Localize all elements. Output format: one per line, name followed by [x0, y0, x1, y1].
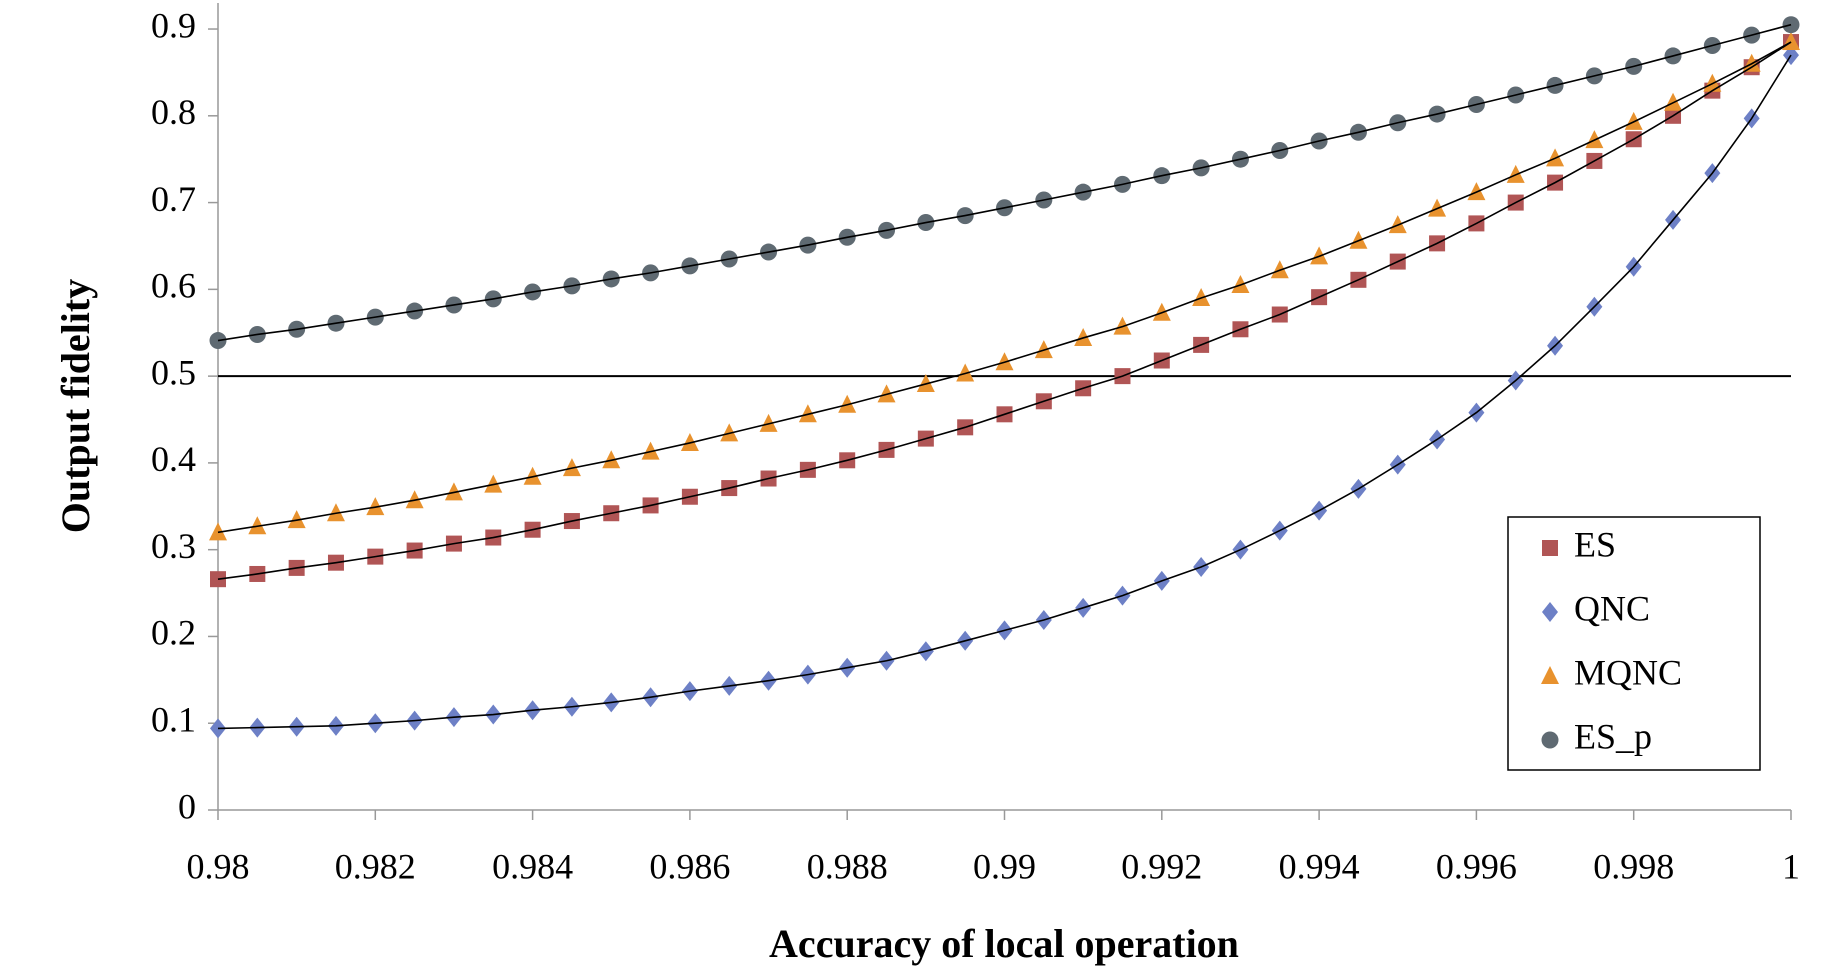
marker — [1270, 260, 1289, 279]
marker — [759, 413, 778, 432]
y-tick-label: 0.8 — [151, 92, 196, 132]
y-tick-label: 0.9 — [151, 5, 196, 45]
marker — [1152, 302, 1171, 321]
marker — [1388, 215, 1407, 234]
marker — [838, 394, 857, 413]
marker — [1074, 327, 1093, 346]
x-tick-label: 0.986 — [649, 846, 730, 886]
legend-label: ES — [1574, 524, 1616, 564]
x-tick-label: 0.984 — [492, 846, 573, 886]
marker — [1624, 111, 1643, 130]
y-tick-label: 0.6 — [151, 266, 196, 306]
marker — [326, 503, 345, 522]
trend-line — [217, 41, 1792, 534]
marker — [248, 516, 267, 535]
marker — [916, 373, 935, 392]
x-tick-label: 0.988 — [807, 846, 888, 886]
x-tick-label: 1 — [1782, 846, 1800, 886]
trend-line — [217, 23, 1792, 342]
x-tick-label: 0.996 — [1436, 846, 1517, 886]
marker — [1428, 198, 1447, 217]
y-tick-label: 0.5 — [151, 352, 196, 392]
y-tick-label: 0.4 — [151, 439, 196, 479]
marker — [444, 482, 463, 501]
marker — [1506, 164, 1525, 183]
marker — [1192, 288, 1211, 307]
legend: ES QNC MQNC ES_p — [1507, 516, 1761, 771]
trend-line — [217, 54, 1792, 730]
marker — [287, 510, 306, 529]
legend-marker — [1541, 666, 1559, 684]
marker — [523, 466, 542, 485]
marker — [877, 384, 896, 403]
x-tick-label: 0.98 — [187, 846, 250, 886]
marker — [1742, 53, 1761, 72]
x-tick-label: 0.982 — [335, 846, 416, 886]
x-tick-label: 0.994 — [1279, 846, 1360, 886]
marker — [405, 490, 424, 509]
y-axis-title: Output fidelity — [53, 279, 98, 533]
marker — [484, 474, 503, 493]
marker — [562, 458, 581, 477]
y-tick-label: 0.3 — [151, 526, 196, 566]
legend-marker — [1542, 540, 1558, 556]
marker — [209, 522, 227, 541]
marker — [720, 423, 739, 442]
legend-label: ES_p — [1574, 716, 1652, 756]
marker — [1113, 316, 1132, 335]
marker — [798, 404, 817, 423]
marker — [680, 432, 699, 451]
marker — [1349, 230, 1368, 249]
legend-marker — [1541, 731, 1559, 749]
y-tick-label: 0.2 — [151, 613, 196, 653]
marker — [602, 450, 621, 469]
trend-line — [217, 41, 1792, 580]
x-tick-label: 0.998 — [1593, 846, 1674, 886]
marker — [641, 441, 660, 460]
y-tick-label: 0.7 — [151, 179, 196, 219]
marker — [956, 363, 975, 382]
marker — [995, 352, 1014, 371]
legend-label: QNC — [1574, 588, 1650, 628]
legend-box — [1507, 516, 1761, 771]
y-tick-label: 0.1 — [151, 699, 196, 739]
x-tick-label: 0.99 — [973, 846, 1036, 886]
marker — [1467, 182, 1486, 201]
marker — [1034, 340, 1053, 359]
y-tick-label: 0 — [178, 786, 196, 826]
x-tick-label: 0.992 — [1121, 846, 1202, 886]
marker — [1231, 275, 1250, 294]
legend-label: MQNC — [1574, 652, 1682, 692]
marker — [1310, 246, 1329, 265]
marker — [1664, 92, 1683, 111]
marker — [366, 497, 385, 516]
marker — [1546, 148, 1565, 167]
marker — [1585, 130, 1604, 149]
legend-marker — [1542, 602, 1558, 622]
x-axis-title: Accuracy of local operation — [769, 921, 1239, 966]
